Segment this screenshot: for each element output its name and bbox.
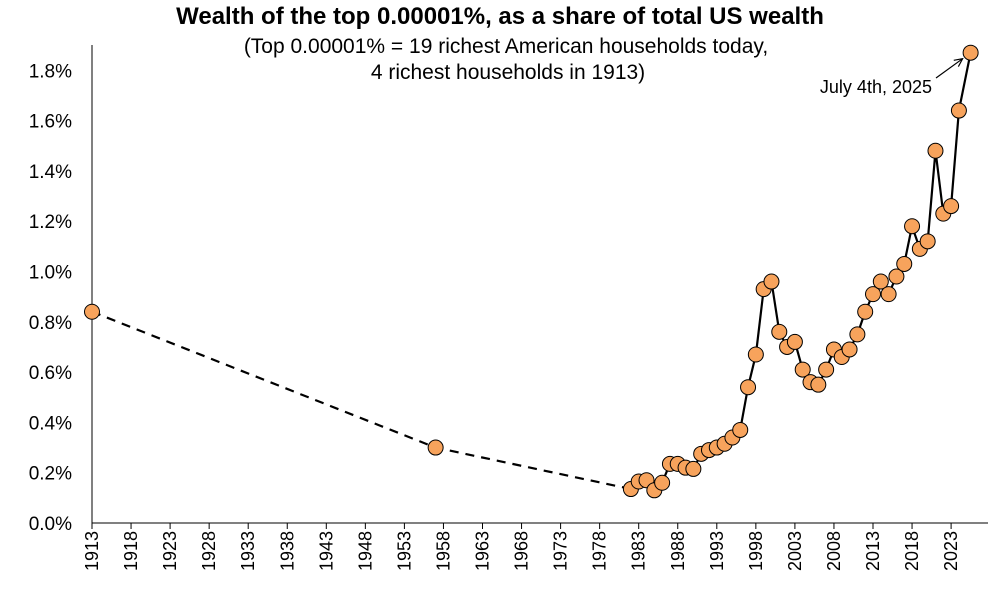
data-point bbox=[740, 379, 757, 396]
solid-series-line bbox=[630, 52, 972, 492]
x-tick-label: 2023 bbox=[941, 531, 961, 571]
x-tick-label: 1953 bbox=[394, 531, 414, 571]
data-point bbox=[654, 474, 671, 491]
data-point bbox=[904, 218, 921, 235]
data-point bbox=[747, 346, 764, 363]
data-point bbox=[841, 341, 858, 358]
data-point bbox=[865, 286, 881, 303]
data-point bbox=[763, 273, 780, 290]
y-tick-label: 1.6% bbox=[29, 112, 72, 133]
chart-subtitle-line-2: 4 richest households in 1913) bbox=[370, 61, 646, 84]
data-point bbox=[872, 273, 889, 290]
x-tick-label: 1983 bbox=[629, 531, 649, 571]
y-tick-label: 1.2% bbox=[29, 212, 72, 233]
data-point bbox=[896, 255, 913, 272]
x-tick-label: 1913 bbox=[82, 531, 102, 571]
data-point bbox=[427, 439, 444, 456]
annotation-arrow-head bbox=[953, 57, 964, 67]
x-tick-label: 1963 bbox=[473, 531, 493, 571]
data-point bbox=[962, 44, 979, 61]
data-point bbox=[771, 323, 788, 340]
annotation-label: July 4th, 2025 bbox=[820, 77, 932, 97]
y-tick-label: 1.4% bbox=[29, 162, 72, 183]
series-markers bbox=[84, 44, 979, 499]
data-point bbox=[818, 361, 835, 378]
x-tick-label: 1998 bbox=[746, 531, 766, 571]
y-tick-label: 0.2% bbox=[29, 464, 72, 485]
annotation-arrow-line bbox=[935, 58, 963, 79]
y-tick-label: 1.8% bbox=[29, 61, 72, 82]
data-point bbox=[888, 268, 905, 285]
x-tick-label: 1928 bbox=[199, 531, 219, 571]
data-point bbox=[849, 326, 866, 343]
data-point bbox=[794, 361, 811, 378]
x-tick-label: 1958 bbox=[433, 531, 453, 571]
x-tick-label: 2018 bbox=[902, 531, 922, 571]
chart-subtitle-line-1: (Top 0.00001% = 19 richest American hous… bbox=[243, 35, 769, 58]
data-point bbox=[857, 303, 874, 320]
x-tick-label: 1988 bbox=[668, 531, 688, 571]
x-tick-label: 1918 bbox=[121, 531, 141, 571]
y-tick-label: 0.0% bbox=[29, 514, 72, 535]
x-tick-label: 1923 bbox=[160, 531, 180, 571]
data-point bbox=[927, 142, 944, 159]
data-point bbox=[950, 102, 967, 119]
y-tick-label: 0.8% bbox=[29, 313, 72, 334]
dashed-series-line bbox=[91, 310, 632, 491]
x-tick-label: 2008 bbox=[824, 531, 844, 571]
y-tick-label: 0.4% bbox=[29, 413, 72, 434]
x-tick-label: 1968 bbox=[512, 531, 532, 571]
x-tick-label: 2013 bbox=[863, 531, 883, 571]
x-tick-label: 1978 bbox=[590, 531, 610, 571]
y-tick-label: 0.6% bbox=[29, 363, 72, 384]
x-tick-label: 1948 bbox=[355, 531, 375, 571]
data-point bbox=[943, 198, 960, 215]
x-tick-label: 1973 bbox=[551, 531, 571, 571]
data-point bbox=[786, 333, 803, 350]
data-point bbox=[732, 421, 749, 438]
x-tick-label: 1993 bbox=[707, 531, 727, 571]
chart-title: Wealth of the top 0.00001%, as a share o… bbox=[176, 3, 824, 30]
x-tick-label: 1943 bbox=[316, 531, 336, 571]
series-lines bbox=[91, 52, 972, 492]
data-point bbox=[880, 286, 897, 303]
annotation: July 4th, 2025 bbox=[820, 57, 964, 97]
data-point bbox=[919, 233, 936, 250]
y-tick-label: 1.0% bbox=[29, 263, 72, 284]
axes: 0.0% 0.2% 0.4% 0.6% 0.8% 1.0% 1.2% 1.4% 1.6% 1.8%… bbox=[29, 45, 988, 571]
x-tick-label: 1933 bbox=[238, 531, 258, 571]
x-tick-label: 1938 bbox=[277, 531, 297, 571]
data-point bbox=[810, 376, 827, 393]
data-point bbox=[84, 303, 100, 320]
x-tick-label: 2003 bbox=[785, 531, 805, 571]
data-point bbox=[685, 460, 702, 477]
